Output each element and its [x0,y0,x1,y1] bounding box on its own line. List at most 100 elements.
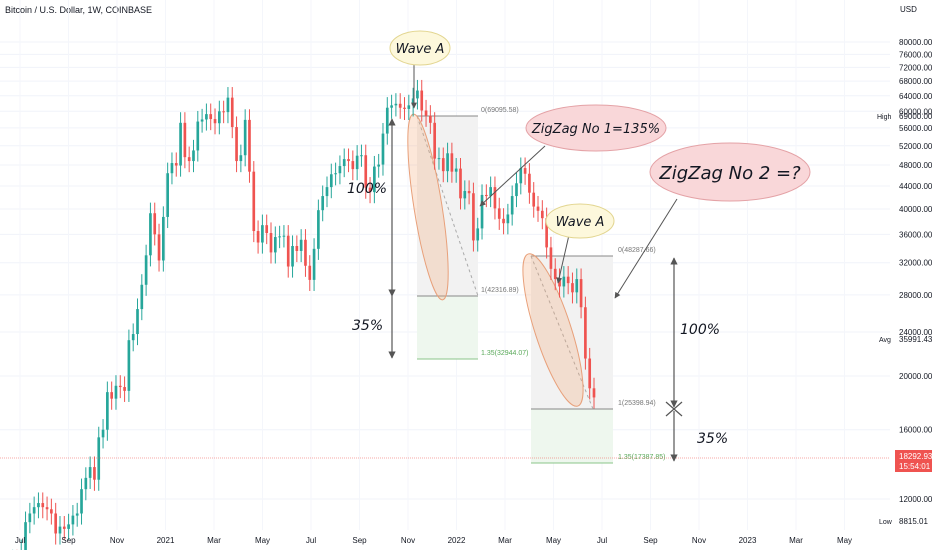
x-tick-label: Mar [498,536,512,545]
candle-body [71,515,75,525]
fib1-level-135: 1.35(32944.07) [481,350,528,357]
candles [12,79,596,550]
candle-body [187,157,191,162]
svg-text:35991.43: 35991.43 [899,335,932,344]
x-tick-label: Jul [15,536,25,545]
candle-body [450,153,454,172]
candle-body [217,111,221,124]
candle-body [347,159,350,162]
candle-body [317,210,320,249]
bubble-wave-a-2: Wave A [545,203,615,239]
candle-body [67,524,70,529]
candle-body [381,133,385,165]
candle-body [459,168,462,199]
x-tick-label: 2021 [157,536,175,545]
bubble-zigzag-2: ZigZag No 2 =? [649,142,811,202]
x-tick-label: Nov [401,536,415,545]
candle-body [41,503,45,508]
candle-body [398,103,402,108]
candle-body [351,161,355,170]
wave-a-1-label: Wave A [396,42,445,57]
candle-body [429,115,432,123]
candle-body [584,307,587,359]
candle-body [485,194,488,197]
candle-body [140,284,144,310]
y-tick-label: 20000.00 [899,372,932,381]
x-tick-label: Nov [692,536,706,545]
y-tick-label: 80000.00 [899,38,932,47]
candle-body [364,155,368,188]
candle-body [532,192,536,207]
fib1-level-1: 1(42316.89) [481,287,519,294]
candle-body [407,105,411,109]
zigzag1-label: ZigZag No 1=135% [531,122,660,137]
candle-body [114,385,118,399]
time-axis[interactable]: Jul Sep Nov 2021 Mar May Jul Sep Nov 2022 Mar May Ju… [15,536,852,545]
candle-body [131,334,135,341]
candle-body [433,122,436,159]
candle-body [265,225,269,234]
fib1-level-0: 0(69095.58) [481,107,519,114]
candle-body [179,122,182,166]
candle-body [50,509,53,514]
y-tick-label: 40000.00 [899,205,932,214]
candle-body [226,97,230,113]
pct-35-left: 35% [352,318,383,334]
candle-body [101,429,105,438]
candle-body [286,235,290,267]
candle-body [62,526,66,529]
candle-body [157,234,161,261]
wave-a-2-label: Wave A [556,215,605,230]
candle-body [24,522,27,550]
candle-body [549,247,553,269]
bubble-wave-a-1: Wave A [389,30,451,66]
candle-body [256,231,260,243]
y-tick-label: 28000.00 [899,291,932,300]
svg-text:Low: Low [879,519,893,526]
candle-body [144,255,148,285]
candle-body [355,155,359,170]
candle-body [446,153,449,172]
low-badge: Low 8815.01 [879,517,928,526]
candle-body [515,183,518,197]
candle-body [282,235,286,237]
price-axis[interactable]: USD 80000.00 76000.00 72000.00 68000.00 6400… [899,5,932,504]
candle-body [437,158,441,160]
candle-body [454,168,458,172]
candle-body [420,90,424,111]
candle-body [373,166,376,193]
candle-body [248,119,251,172]
candle-body [506,214,510,224]
candle-body [588,358,592,389]
candle-body [368,187,372,193]
candle-body [106,392,109,430]
candle-body [385,107,389,134]
candle-body [80,489,83,514]
candle-body [519,168,523,184]
pct-100-right: 100% [680,322,720,338]
candle-body [566,276,570,284]
x-tick-label: 2022 [448,536,466,545]
fib2-level-135: 1.35(17387.85) [618,454,665,461]
fib2-level-0: 0(48287.66) [618,247,656,254]
y-tick-label: 48000.00 [899,161,932,170]
candle-body [575,279,579,293]
candle-body [390,105,393,108]
svg-text:18292.93: 18292.93 [899,452,932,461]
candle-body [342,159,346,167]
candle-body [84,477,88,490]
candle-body [93,467,96,480]
candle-body [472,193,475,241]
candle-body [338,166,342,174]
high-badge: High 69000.00 [877,112,932,121]
candle-body [403,107,406,109]
y-tick-label: 36000.00 [899,230,932,239]
x-tick-label: Jul [306,536,316,545]
candle-body [312,248,316,280]
candle-body [394,103,398,106]
candle-body [536,206,540,211]
candle-body [562,276,566,287]
avg-badge: Avg 35991.43 [879,335,932,344]
wave-ellipse-2 [522,253,584,407]
